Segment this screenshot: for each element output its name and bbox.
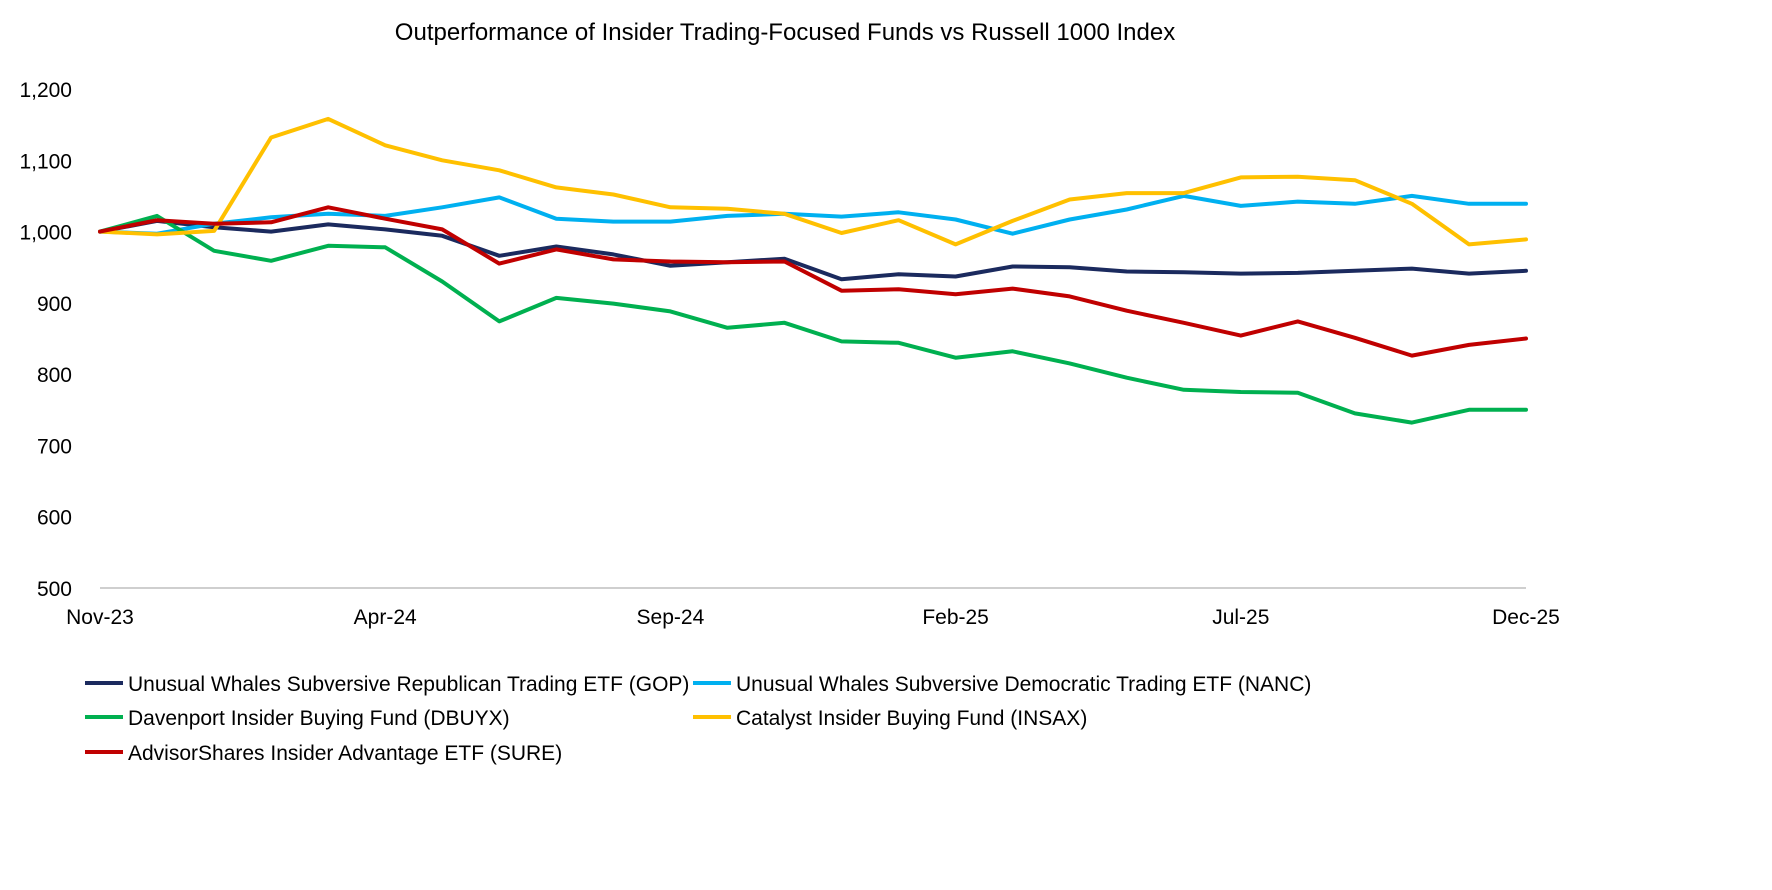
y-tick-label: 900 — [37, 293, 72, 316]
y-tick-label: 600 — [37, 507, 72, 530]
chart-title: Outperformance of Insider Trading-Focuse… — [395, 19, 1175, 46]
legend-label: Unusual Whales Subversive Democratic Tra… — [736, 673, 1311, 696]
legend-label: Davenport Insider Buying Fund (DBUYX) — [128, 707, 510, 730]
x-tick-label: Nov-23 — [66, 606, 134, 629]
legend-label: Catalyst Insider Buying Fund (INSAX) — [736, 707, 1087, 730]
legend-item: AdvisorShares Insider Advantage ETF (SUR… — [85, 742, 562, 765]
series-line-0 — [98, 218, 1528, 282]
x-tick-label: Feb-25 — [922, 606, 989, 629]
legend-item: Catalyst Insider Buying Fund (INSAX) — [693, 707, 1087, 730]
legend-item: Unusual Whales Subversive Republican Tra… — [85, 673, 689, 696]
legend-label: Unusual Whales Subversive Republican Tra… — [128, 673, 689, 696]
x-tick-label: Jul-25 — [1212, 606, 1269, 629]
series-line-4 — [98, 205, 1528, 358]
legend-item: Unusual Whales Subversive Democratic Tra… — [693, 673, 1311, 696]
series-line-3 — [98, 116, 1528, 247]
y-tick-label: 1,000 — [19, 222, 72, 245]
legend-label: AdvisorShares Insider Advantage ETF (SUR… — [128, 742, 562, 765]
x-tick-label: Sep-24 — [637, 606, 705, 629]
y-tick-label: 800 — [37, 364, 72, 387]
x-tick-label: Apr-24 — [354, 606, 417, 629]
legend-item: Davenport Insider Buying Fund (DBUYX) — [85, 707, 510, 730]
series-line-1 — [98, 193, 1528, 236]
x-tick-label: Dec-25 — [1492, 606, 1560, 629]
series-line-2 — [98, 213, 1528, 425]
y-tick-label: 1,100 — [19, 150, 72, 173]
y-tick-label: 500 — [37, 578, 72, 601]
y-tick-label: 700 — [37, 435, 72, 458]
y-tick-label: 1,200 — [19, 79, 72, 102]
